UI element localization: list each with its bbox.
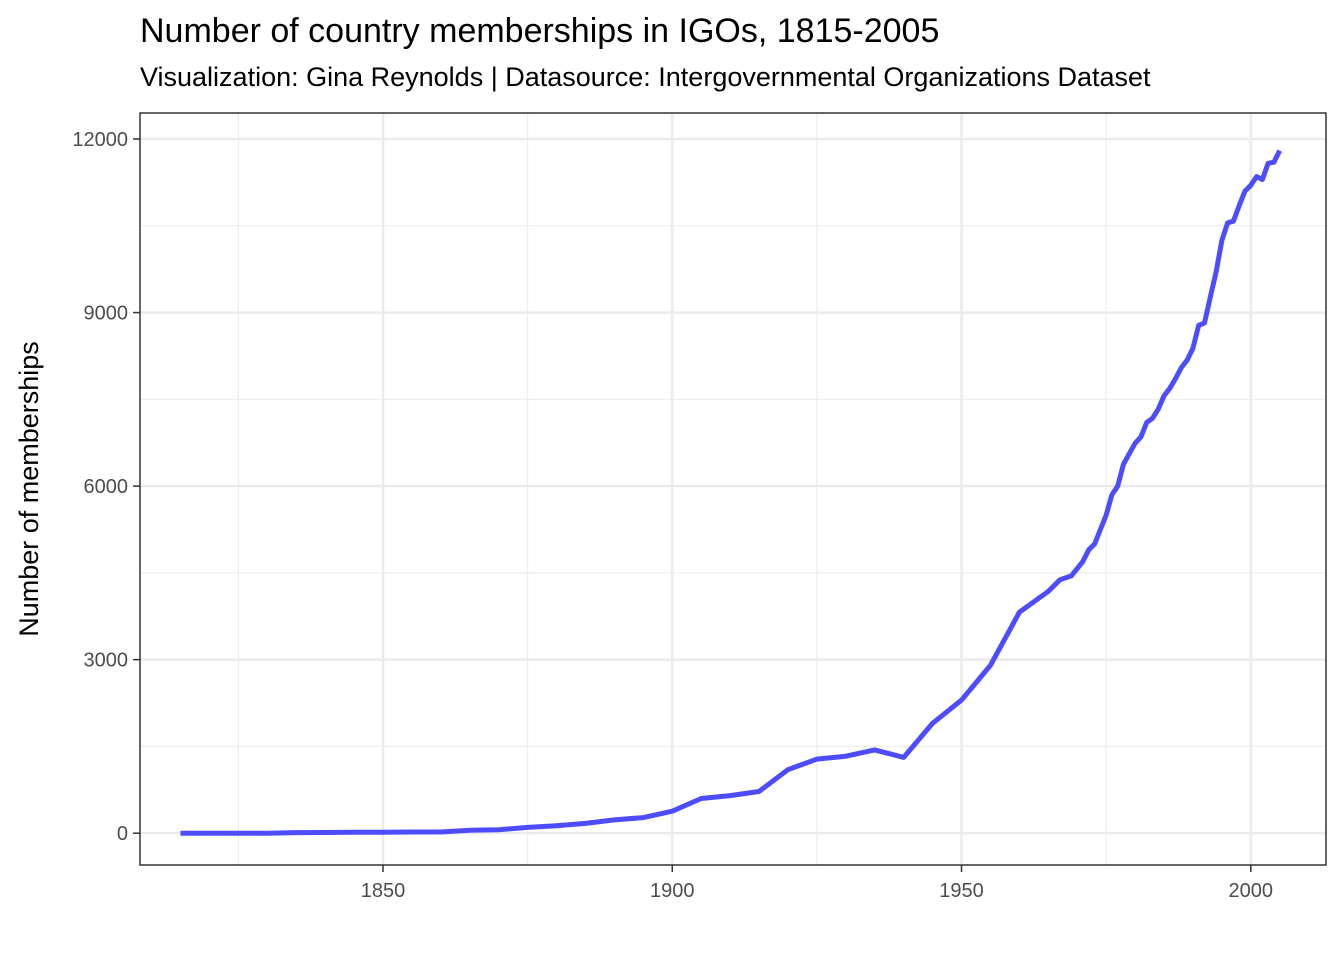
- x-tick-label: 1850: [361, 880, 406, 902]
- x-axis: 1850 1900 1950 2000: [361, 865, 1273, 902]
- chart-title: Number of country memberships in IGOs, 1…: [140, 12, 940, 50]
- y-axis-title: Number of memberships: [14, 341, 44, 637]
- major-gridlines: [140, 113, 1326, 865]
- y-tick-label: 12000: [72, 129, 128, 151]
- y-tick-label: 3000: [84, 650, 129, 672]
- y-tick-label: 9000: [84, 303, 129, 325]
- x-tick-label: 1900: [650, 880, 695, 902]
- y-tick-label: 0: [117, 823, 128, 845]
- plot-background: [140, 113, 1326, 865]
- chart-subtitle: Visualization: Gina Reynolds | Datasourc…: [140, 62, 1151, 92]
- plot-border: [139, 112, 1327, 866]
- y-tick-label: 6000: [84, 476, 129, 498]
- series-line: [180, 149, 1282, 836]
- x-tick-label: 1950: [939, 880, 984, 902]
- y-axis: 0 3000 6000 9000 12000: [72, 129, 140, 845]
- series-layer: [180, 149, 1282, 836]
- x-tick-label: 2000: [1229, 880, 1274, 902]
- minor-gridlines: [140, 113, 1326, 865]
